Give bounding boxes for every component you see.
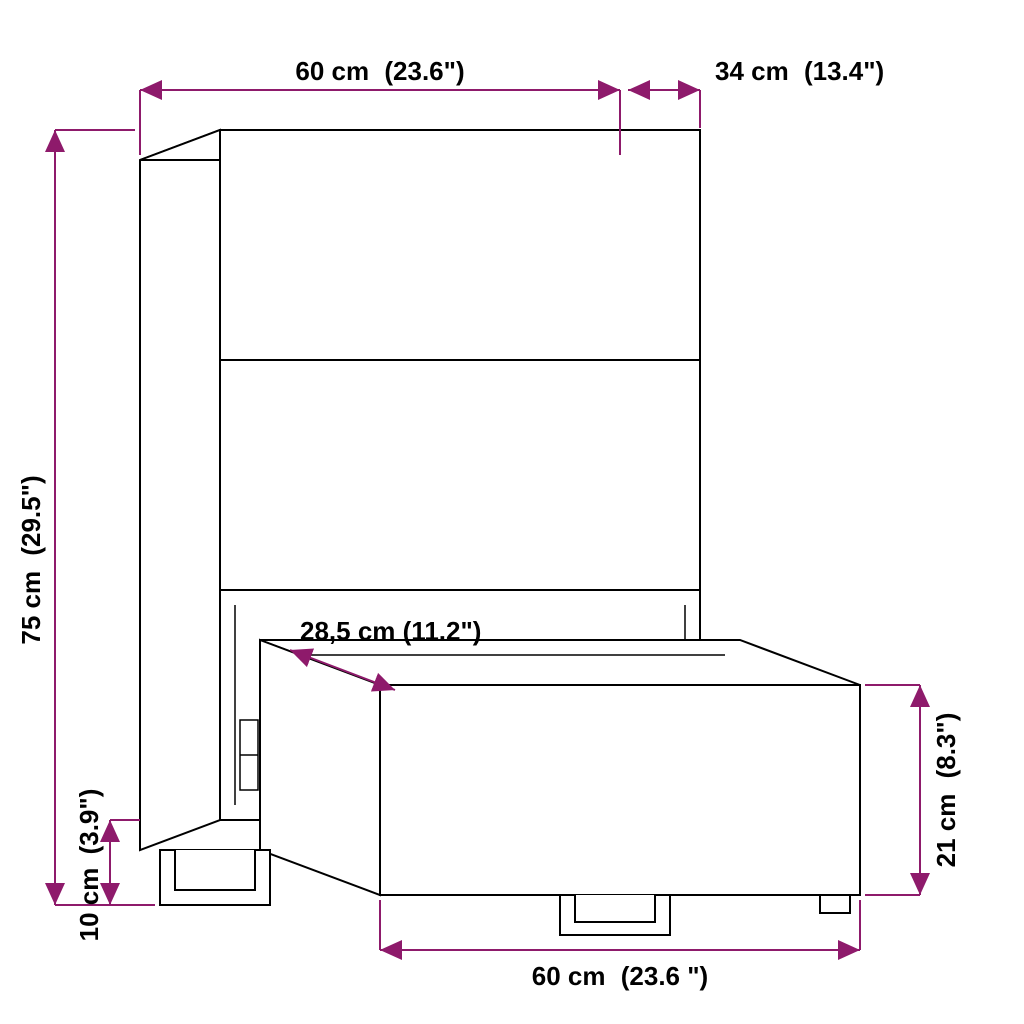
cabinet [140,130,860,935]
dim-top-width-in: (23.6") [384,56,464,86]
svg-text:10 cm (3.9"): 10 cm (3.9") [74,789,104,942]
dim-total-height-cm: 75 cm [16,571,46,645]
dim-drawer-height-cm: 21 cm [931,794,961,868]
dim-drawer-height-in: (8.3") [931,713,961,779]
leg-right [560,895,850,935]
dim-top-width-cm: 60 cm [295,56,369,86]
dim-total-height-in: (29.5") [16,475,46,555]
dimension-diagram: 75 cm (29.5") 10 cm (3.9") 60 cm (23.6") [0,0,1024,1024]
cabinet-side-panel [140,130,220,850]
dim-leg-height-in: (3.9") [74,789,104,855]
dim-drawer-width-in: (23.6 ") [621,961,708,991]
dim-drawer-height: 21 cm (8.3") [865,685,961,895]
dim-drawer-width-cm: 60 cm [532,961,606,991]
svg-text:28,5 cm (11.2"): 28,5 cm (11.2") [300,616,481,646]
drawer-front-panel [380,685,860,895]
leg-left [160,850,270,905]
svg-text:34 cm (13.4"): 34 cm (13.4") [715,56,884,86]
dim-top-depth-cm: 34 cm [715,56,789,86]
svg-text:21 cm (8.3"): 21 cm (8.3") [931,713,961,868]
svg-text:75 cm (29.5"): 75 cm (29.5") [16,475,46,644]
svg-text:60 cm (23.6 "): 60 cm (23.6 ") [532,961,708,991]
svg-text:60 cm (23.6"): 60 cm (23.6") [295,56,464,86]
dim-drawer-depth-cm: 28,5 cm [300,616,395,646]
dim-top-depth: 34 cm (13.4") [628,56,884,128]
dim-top-depth-in: (13.4") [804,56,884,86]
dim-leg-height-cm: 10 cm [74,868,104,942]
dim-drawer-depth-in: (11.2") [403,616,482,646]
